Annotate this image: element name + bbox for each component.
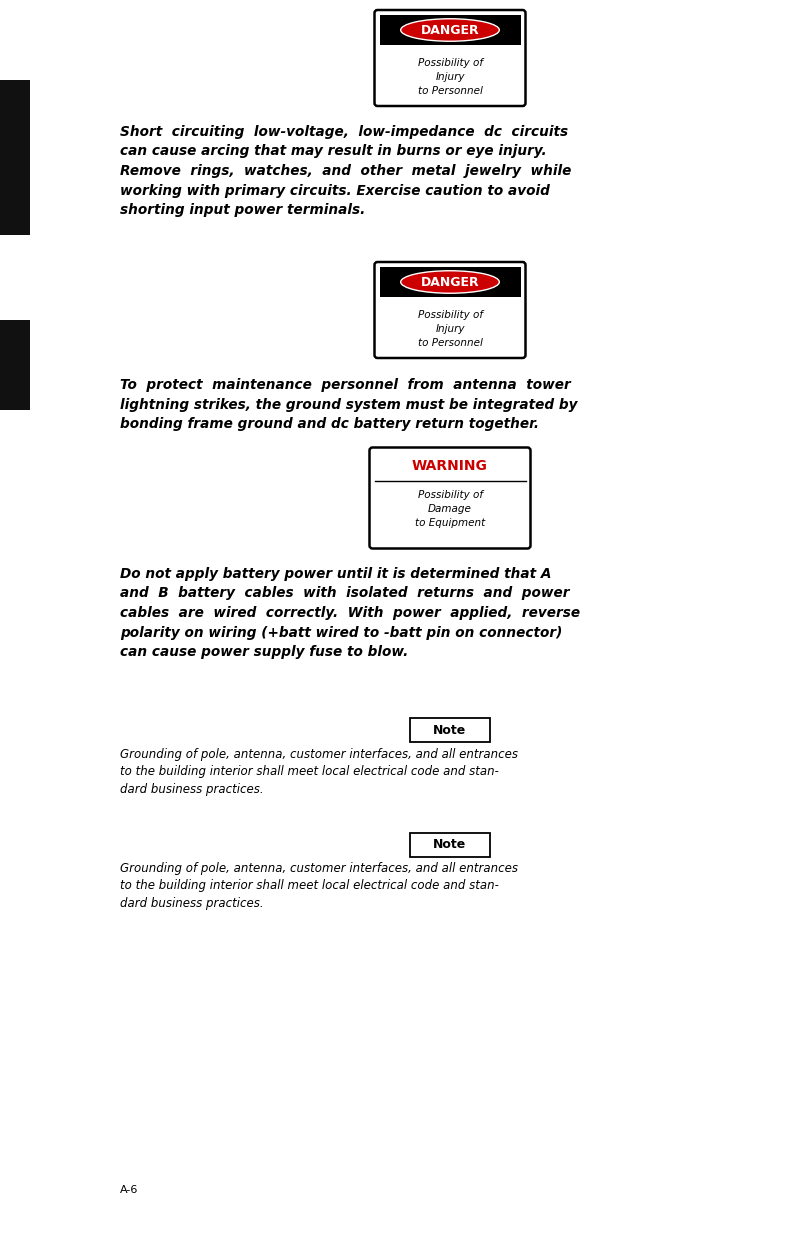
Text: Grounding of pole, antenna, customer interfaces, and all entrances
to the buildi: Grounding of pole, antenna, customer int…: [120, 748, 518, 797]
Text: Possibility of: Possibility of: [418, 309, 483, 321]
Bar: [379, 268, 520, 297]
Text: Injury: Injury: [435, 72, 465, 83]
Bar: [410, 718, 490, 742]
Bar: [0, 80, 30, 236]
Text: Grounding of pole, antenna, customer interfaces, and all entrances
to the buildi: Grounding of pole, antenna, customer int…: [120, 862, 518, 910]
Text: Note: Note: [433, 838, 466, 852]
FancyBboxPatch shape: [374, 261, 525, 358]
Bar: [379, 15, 520, 44]
Text: to Personnel: to Personnel: [418, 338, 483, 348]
Text: to Personnel: to Personnel: [418, 86, 483, 96]
Ellipse shape: [400, 271, 499, 293]
Text: Damage: Damage: [428, 504, 472, 514]
Text: Do not apply battery power until it is determined that A
and  B  battery  cables: Do not apply battery power until it is d…: [120, 567, 580, 658]
Text: DANGER: DANGER: [421, 275, 480, 289]
FancyBboxPatch shape: [370, 448, 531, 549]
Text: Short  circuiting  low-voltage,  low-impedance  dc  circuits
can cause arcing th: Short circuiting low-voltage, low-impeda…: [120, 125, 571, 217]
Text: To  protect  maintenance  personnel  from  antenna  tower
lightning strikes, the: To protect maintenance personnel from an…: [120, 379, 578, 432]
Bar: [410, 834, 490, 857]
Text: Injury: Injury: [435, 324, 465, 334]
Bar: [0, 321, 30, 411]
Text: to Equipment: to Equipment: [415, 519, 485, 529]
Text: Possibility of: Possibility of: [418, 491, 483, 501]
Text: DANGER: DANGER: [421, 23, 480, 37]
Text: Note: Note: [433, 724, 466, 736]
FancyBboxPatch shape: [374, 10, 525, 106]
Text: Possibility of: Possibility of: [418, 58, 483, 68]
Text: WARNING: WARNING: [412, 460, 488, 473]
Text: A-6: A-6: [120, 1185, 138, 1195]
Ellipse shape: [400, 18, 499, 41]
